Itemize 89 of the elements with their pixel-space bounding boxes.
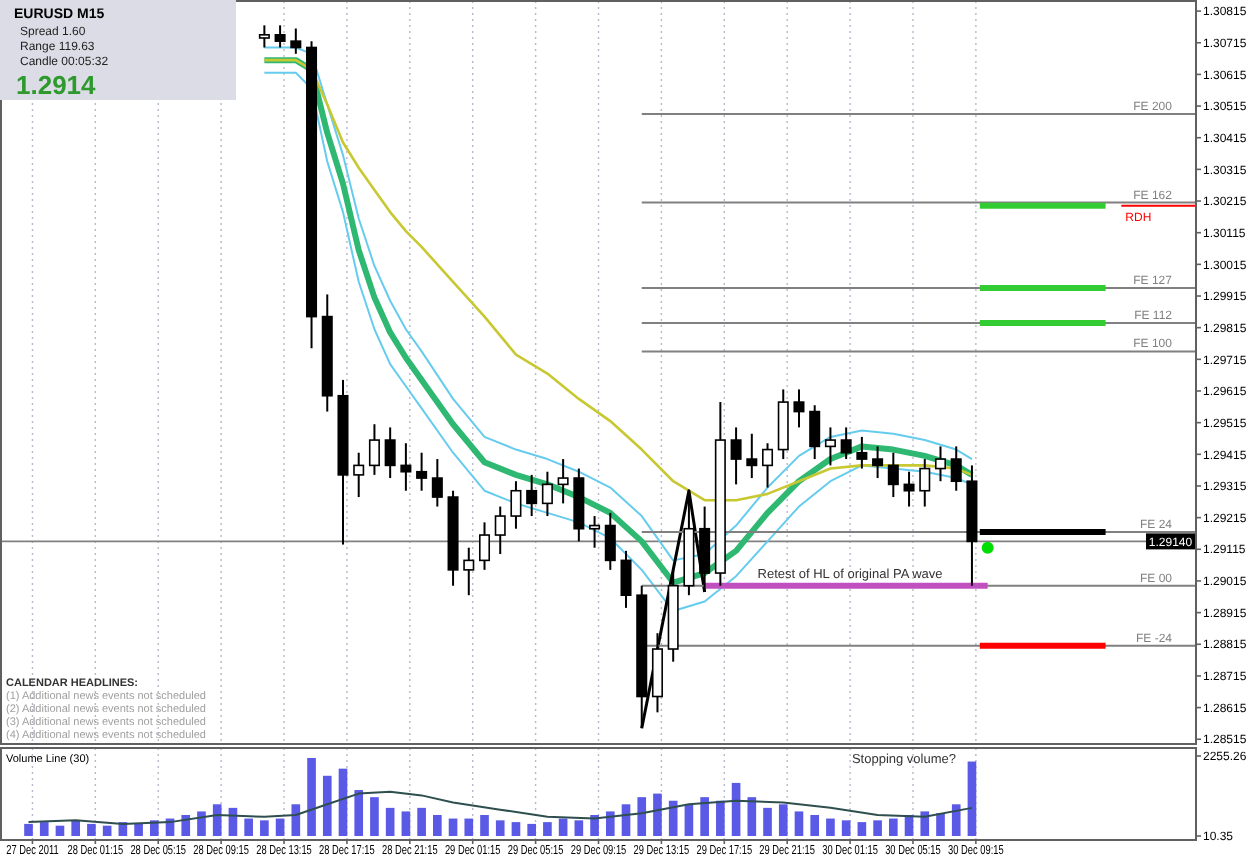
bar [370,797,379,836]
bar [810,814,820,836]
bar [448,818,458,836]
bar [307,757,316,836]
bar [967,761,977,836]
bar [763,807,772,836]
bar [495,820,505,836]
candlestick [494,505,506,556]
bar [920,811,930,836]
candlestick [777,388,789,461]
candlestick [526,473,538,518]
bar [385,807,395,836]
bar [653,793,662,836]
bar [212,804,222,836]
candlestick [510,480,522,530]
bar [936,813,945,836]
candlestick [589,515,601,549]
bar [417,807,426,836]
candlestick [950,445,962,492]
bar [291,804,301,836]
candlestick [384,426,396,480]
candlestick [872,445,884,480]
bar [134,823,143,836]
bar [605,811,615,836]
candlestick [730,426,742,486]
candlestick [463,546,475,597]
candlestick [809,404,821,461]
bar [401,811,411,836]
bar [244,818,253,836]
bar [354,790,364,836]
candlestick [824,426,836,467]
bar [480,814,489,836]
candlestick [541,470,553,518]
bar [747,797,757,836]
bar [511,822,521,836]
bar [778,804,788,836]
candlestick [604,511,616,571]
line-series [27,790,973,825]
bar [55,825,65,836]
candlestick [887,451,899,499]
bar [260,820,269,836]
annotation: 1.2914 [16,70,98,100]
candlestick [840,426,852,461]
bar [433,814,442,836]
bar [857,822,867,836]
bar [197,811,206,836]
candlestick [478,521,491,571]
bar [841,820,851,836]
bar [637,797,647,836]
bar [39,822,49,836]
candlestick [353,451,365,499]
candlestick [856,435,868,470]
bar [181,814,191,836]
bar [951,804,961,836]
candlestick [557,458,569,505]
candlestick [416,451,428,492]
bar [716,800,725,836]
bar [668,800,678,836]
candlestick [903,470,915,508]
candlestick [620,549,632,609]
candlestick [290,27,302,55]
candlestick [651,632,663,714]
bar [24,823,33,836]
candlestick [274,24,286,49]
bar [464,818,474,836]
candlestick [258,24,270,49]
bar [102,825,112,836]
bar [558,818,568,836]
candlestick [919,458,931,508]
bar [275,818,285,836]
bar [574,820,584,836]
candlestick [400,442,412,492]
candlestick [934,445,947,483]
bar [87,823,96,836]
bar [889,818,898,836]
bar [322,775,332,836]
candlestick [431,458,443,508]
bar [826,818,835,836]
candlestick [762,442,774,489]
bar [794,811,804,836]
bar [71,820,81,836]
bar [873,820,882,836]
bar [527,823,536,836]
candlestick [368,423,380,476]
bar [543,822,552,836]
candlestick [793,388,805,429]
candlestick [746,432,758,480]
bar [590,814,599,836]
bar [700,797,709,836]
